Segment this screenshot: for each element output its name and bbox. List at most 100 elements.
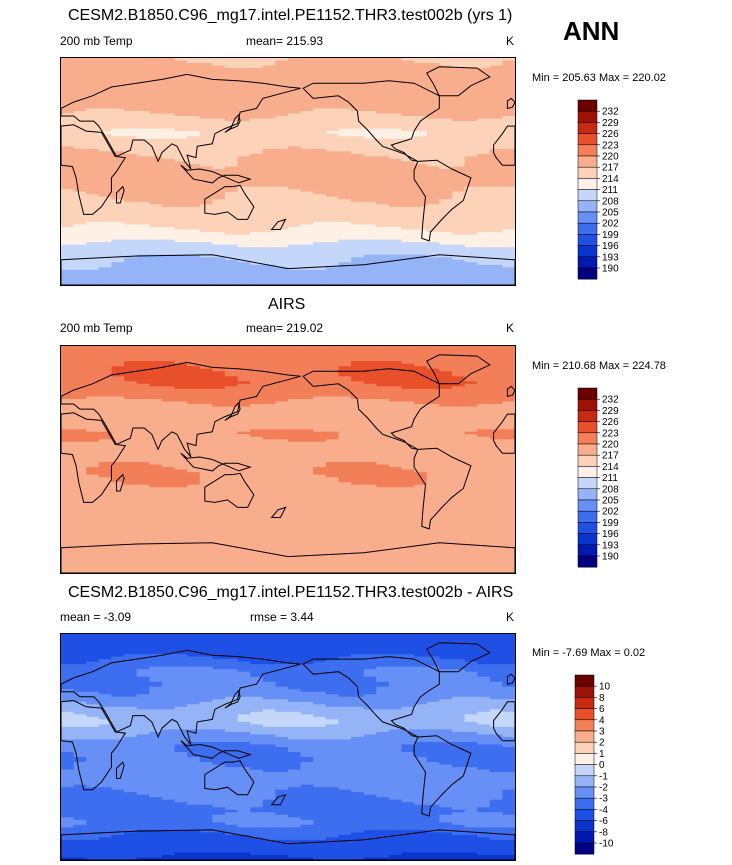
field-cell: [401, 381, 415, 385]
field-cell: [388, 282, 403, 285]
field-cell: [477, 353, 491, 357]
field-cell: [61, 75, 75, 79]
field-cell: [338, 449, 352, 453]
field-cell: [124, 462, 138, 466]
field-cell: [275, 462, 289, 466]
field-cell: [111, 358, 125, 362]
field-cell: [174, 232, 188, 236]
field-cell: [224, 58, 239, 62]
field-cell: [149, 353, 163, 357]
field-cell: [86, 216, 100, 221]
field-cell: [149, 262, 163, 266]
field-cell: [388, 411, 403, 415]
field-cell: [502, 153, 515, 157]
field-cell: [338, 346, 352, 350]
field-cell: [237, 206, 251, 210]
field-cell: [250, 168, 264, 173]
field-cell: [161, 204, 176, 208]
field-cell: [464, 381, 478, 385]
field-cell: [199, 346, 213, 350]
field-cell: [489, 103, 503, 107]
field-cell: [439, 184, 453, 188]
field-cell: [250, 383, 264, 387]
field-cell: [149, 426, 163, 430]
field-cell: [351, 376, 365, 380]
coastline-madagascar: [116, 185, 125, 204]
field-cell: [351, 221, 365, 226]
field-cell: [174, 449, 188, 453]
field-cell: [300, 171, 314, 175]
field-cell: [262, 138, 276, 142]
field-cell: [224, 449, 239, 453]
field-cell: [502, 181, 515, 185]
field-cell: [224, 100, 239, 104]
field-cell: [136, 93, 150, 97]
field-cell: [73, 214, 87, 218]
field-cell: [388, 214, 403, 218]
field-cell: [275, 426, 289, 430]
field-cell: [250, 254, 264, 258]
field-cell: [502, 244, 515, 248]
field-cell: [212, 346, 226, 350]
field-cell: [149, 146, 163, 150]
field-cell: [300, 234, 314, 238]
field-cell: [288, 143, 302, 147]
field-cell: [477, 378, 491, 382]
field-cell: [262, 128, 276, 132]
field-cell: [439, 409, 453, 413]
field-cell: [376, 264, 390, 268]
field-cell: [414, 219, 428, 223]
field-cell: [351, 168, 365, 173]
field-cell: [464, 156, 478, 160]
field-cell: [161, 224, 176, 228]
field-cell: [300, 131, 314, 135]
field-cell: [212, 267, 226, 271]
field-cell: [111, 226, 125, 231]
field-cell: [262, 391, 276, 395]
field-cell: [414, 363, 428, 367]
field-cell: [351, 272, 365, 276]
field-cell: [489, 396, 503, 400]
field-cell: [174, 262, 188, 266]
field-cell: [451, 383, 466, 387]
field-cell: [489, 108, 503, 112]
field-cell: [300, 431, 314, 435]
field-cell: [426, 426, 440, 430]
field-cell: [199, 194, 213, 198]
field-cell: [414, 143, 428, 147]
field-cell: [111, 184, 125, 188]
field-cell: [161, 80, 176, 84]
field-cell: [489, 421, 503, 425]
field-cell: [363, 451, 377, 456]
field-cell: [124, 368, 138, 372]
field-cell: [414, 171, 428, 175]
field-cell: [224, 209, 239, 213]
field-cell: [149, 391, 163, 395]
field-cell: [73, 426, 87, 430]
field-cell: [489, 424, 503, 428]
field-cell: [73, 454, 87, 458]
field-cell: [477, 426, 491, 430]
field-cell: [187, 264, 201, 268]
field-cell: [325, 131, 340, 135]
field-cell: [300, 259, 314, 263]
field-cell: [174, 259, 188, 263]
field-cell: [439, 189, 453, 193]
field-cell: [187, 156, 201, 160]
field-cell: [464, 75, 478, 79]
field-cell: [262, 439, 276, 443]
field-cell: [351, 100, 365, 104]
field-cell: [426, 434, 440, 438]
field-cell: [124, 103, 138, 107]
field-cell: [250, 204, 264, 208]
field-cell: [300, 123, 314, 127]
field-cell: [212, 406, 226, 410]
field-cell: [250, 431, 264, 435]
field-cell: [250, 386, 264, 390]
field-cell: [237, 166, 251, 170]
field-cell: [174, 242, 188, 246]
field-cell: [111, 282, 125, 285]
field-cell: [451, 123, 466, 127]
field-cell: [187, 242, 201, 246]
field-cell: [136, 406, 150, 410]
